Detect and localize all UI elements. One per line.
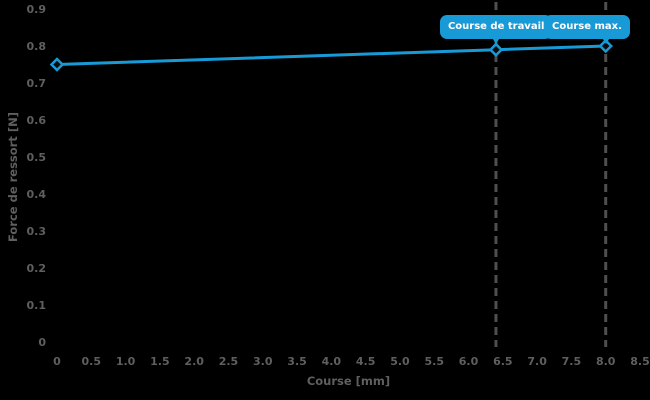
y-tick-label: 0.5 [27,151,47,164]
x-tick-label: 7.0 [527,355,547,368]
x-tick-label: 8.5 [630,355,650,368]
x-tick-label: 3.0 [253,355,273,368]
x-tick-label: 7.5 [562,355,582,368]
annotation-flag-tail [600,36,611,44]
x-tick-label: 1.5 [150,355,170,368]
x-tick-label: 4.5 [356,355,376,368]
x-tick-label: 6.0 [459,355,479,368]
y-tick-label: 0.4 [27,188,47,201]
x-tick-label: 6.5 [493,355,513,368]
y-tick-label: 0 [38,336,46,349]
y-tick-label: 0.8 [27,40,47,53]
data-point-marker[interactable] [49,57,65,72]
x-tick-label: 8.0 [596,355,616,368]
annotation-flag-course-de-travail[interactable]: Course de travail [439,15,553,39]
x-tick-label: 5.0 [390,355,410,368]
y-tick-label: 0.1 [27,299,47,312]
x-tick-label: 5.5 [424,355,444,368]
series-line [55,44,608,66]
y-tick-label: 0.3 [27,225,47,238]
x-tick-label: 0.5 [82,355,102,368]
y-tick-label: 0.7 [27,77,47,90]
y-tick-label: 0.2 [27,262,47,275]
annotation-flag-course-max[interactable]: Course max. [544,15,630,39]
x-tick-label: 2.0 [184,355,204,368]
x-axis-title: Course [mm] [306,374,391,388]
x-tick-label: 3.5 [287,355,307,368]
x-tick-label: 0 [53,355,61,368]
x-tick-label: 4.0 [322,355,342,368]
x-tick-label: 2.5 [219,355,239,368]
y-axis-title: Force de ressort [N] [6,112,20,242]
x-tick-label: 1.0 [116,355,136,368]
y-tick-label: 0.6 [27,114,47,127]
data-point-marker[interactable] [488,42,504,57]
y-tick-label: 0.9 [27,3,47,16]
annotation-flag-tail [490,36,501,44]
